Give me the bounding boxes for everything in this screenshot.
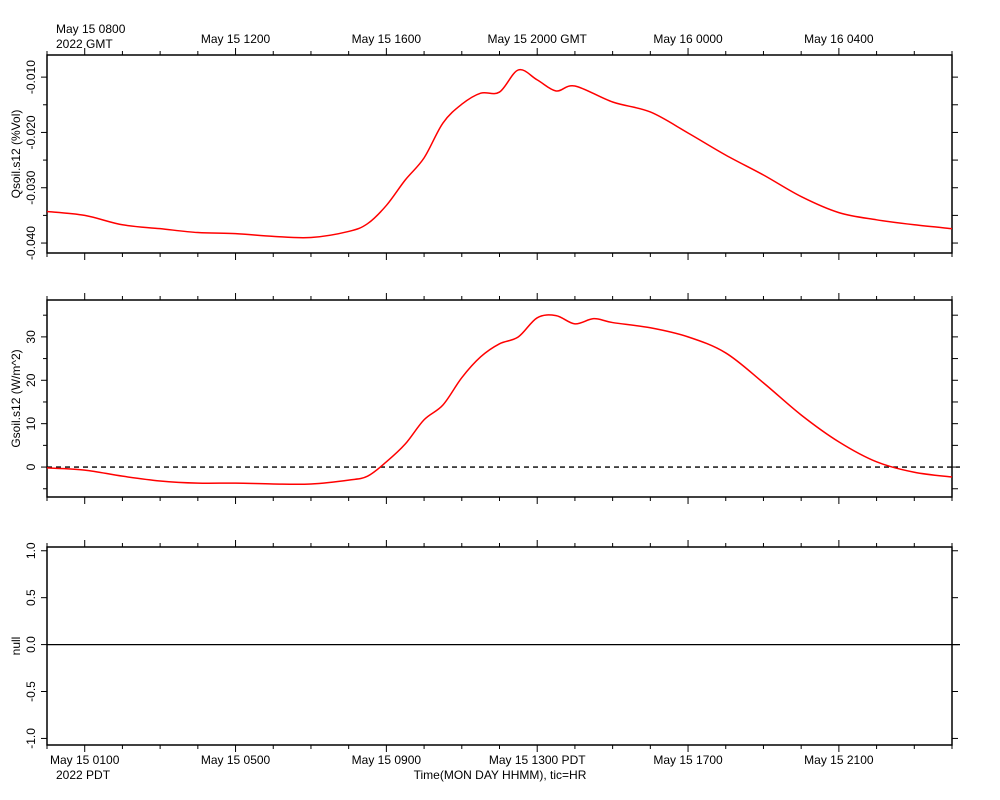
x2-tick-label: May 16 0000 bbox=[653, 32, 723, 46]
x-axis-label: Time(MON DAY HHMM), tic=HR bbox=[414, 768, 587, 782]
x2-tick-label: May 15 0800 bbox=[56, 22, 126, 36]
x-tick-label: May 15 1300 PDT bbox=[489, 753, 586, 767]
y-tick-label: -0.040 bbox=[24, 226, 38, 260]
x2-note: 2022 GMT bbox=[56, 37, 113, 51]
plot-frame bbox=[46, 546, 953, 746]
y-tick-label: 10 bbox=[24, 417, 38, 431]
y-tick-label: -0.5 bbox=[24, 681, 38, 702]
y-axis-label: Gsoil.s12 (W/m^2) bbox=[9, 349, 23, 447]
y-tick-label: -1.0 bbox=[24, 728, 38, 749]
y-tick-label: -0.020 bbox=[24, 115, 38, 149]
y-tick-label: 20 bbox=[24, 373, 38, 387]
y-tick-label: 30 bbox=[24, 330, 38, 344]
data-line bbox=[46, 68, 953, 239]
x-tick-label: May 15 0900 bbox=[352, 753, 422, 767]
y-tick-label: -0.010 bbox=[24, 60, 38, 94]
y-tick-label: 1.0 bbox=[24, 542, 38, 559]
x2-tick-label: May 16 0400 bbox=[804, 32, 874, 46]
x2-tick-label: May 15 1600 bbox=[352, 32, 422, 46]
x-tick-label: May 15 1700 bbox=[653, 753, 723, 767]
x-note: 2022 PDT bbox=[56, 768, 111, 782]
x2-tick-label: May 15 1200 bbox=[201, 32, 271, 46]
plot-frame bbox=[46, 54, 953, 254]
x2-tick-label: May 15 2000 GMT bbox=[488, 32, 588, 46]
x-tick-label: May 15 2100 bbox=[804, 753, 874, 767]
x-tick-label: May 15 0500 bbox=[201, 753, 271, 767]
y-tick-label: -0.030 bbox=[24, 170, 38, 204]
y-tick-label: 0.5 bbox=[24, 589, 38, 606]
y-axis-label: null bbox=[9, 637, 23, 656]
y-tick-label: 0 bbox=[24, 463, 38, 470]
y-tick-label: 0.0 bbox=[24, 636, 38, 653]
y-axis-label: Qsoil.s12 (%Vol) bbox=[9, 110, 23, 199]
data-line bbox=[46, 314, 953, 486]
x-tick-label: May 15 0100 bbox=[50, 753, 120, 767]
